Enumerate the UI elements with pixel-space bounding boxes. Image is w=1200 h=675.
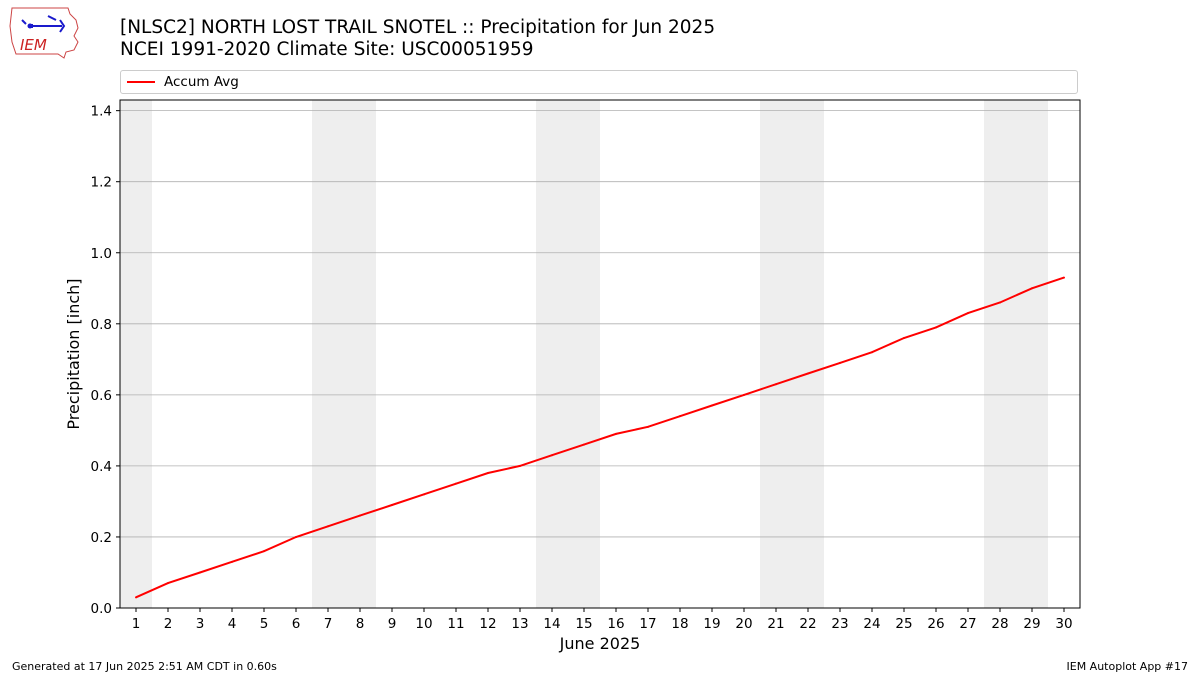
- y-tick-label-3: 0.6: [91, 388, 112, 404]
- data-point-0-10: [455, 482, 457, 485]
- chart-title: [NLSC2] NORTH LOST TRAIL SNOTEL :: Preci…: [120, 17, 716, 38]
- data-point-0-17: [679, 415, 681, 418]
- weekend-band-3: [760, 100, 824, 608]
- data-point-0-0: [135, 596, 137, 599]
- x-tick-label-0: 1: [132, 616, 141, 632]
- data-point-0-28: [1031, 287, 1033, 290]
- weekend-band-0: [120, 100, 152, 608]
- x-tick-label-3: 4: [228, 616, 237, 632]
- data-point-0-5: [295, 535, 297, 538]
- x-tick-label-2: 3: [196, 616, 205, 632]
- data-point-0-24: [903, 337, 905, 340]
- x-tick-label-1: 2: [164, 616, 173, 632]
- x-tick-label-29: 30: [1055, 616, 1072, 632]
- data-point-0-29: [1063, 276, 1065, 279]
- iem-logo: IEM: [9, 7, 79, 59]
- y-tick-label-7: 1.4: [91, 104, 112, 120]
- x-tick-label-14: 15: [575, 616, 592, 632]
- data-point-0-4: [263, 550, 265, 553]
- x-tick-label-4: 5: [260, 616, 269, 632]
- data-point-0-15: [615, 432, 617, 435]
- data-point-0-11: [487, 472, 489, 475]
- x-tick-label-13: 14: [543, 616, 560, 632]
- data-point-0-18: [711, 404, 713, 407]
- station-dot-icon: [27, 23, 33, 29]
- weekend-band-1: [312, 100, 376, 608]
- x-tick-label-24: 25: [895, 616, 912, 632]
- x-tick-label-16: 17: [639, 616, 656, 632]
- x-tick-label-9: 10: [415, 616, 432, 632]
- data-point-0-21: [807, 372, 809, 375]
- plot-frame: [119, 99, 1081, 609]
- data-point-0-19: [743, 393, 745, 396]
- x-tick-label-6: 7: [324, 616, 333, 632]
- y-tick-label-4: 0.8: [91, 317, 112, 333]
- data-point-0-1: [167, 582, 169, 585]
- chart-subtitle: NCEI 1991-2020 Climate Site: USC00051959: [120, 39, 534, 60]
- legend-label-accum-avg: Accum Avg: [164, 74, 239, 90]
- x-tick-label-23: 24: [863, 616, 880, 632]
- data-point-0-2: [199, 571, 201, 574]
- data-point-0-3: [231, 560, 233, 563]
- data-point-0-13: [551, 454, 553, 457]
- data-point-0-9: [423, 493, 425, 496]
- data-point-0-26: [967, 312, 969, 315]
- footer-app: IEM Autoplot App #17: [1066, 660, 1189, 673]
- y-tick-label-0: 0.0: [91, 601, 112, 617]
- x-tick-label-28: 29: [1023, 616, 1040, 632]
- y-tick-label-5: 1.0: [91, 246, 112, 262]
- x-tick-label-22: 23: [831, 616, 848, 632]
- legend-swatch-accum-avg: [127, 81, 155, 83]
- data-point-0-16: [647, 425, 649, 428]
- x-tick-label-10: 11: [447, 616, 464, 632]
- data-point-0-14: [583, 443, 585, 446]
- iowa-outline-icon: [9, 7, 79, 59]
- data-point-0-8: [391, 503, 393, 506]
- footer-generated: Generated at 17 Jun 2025 2:51 AM CDT in …: [12, 660, 277, 673]
- y-tick-label-2: 0.4: [91, 459, 112, 475]
- data-point-0-25: [935, 326, 937, 329]
- data-point-0-23: [871, 351, 873, 354]
- data-point-0-27: [999, 301, 1001, 304]
- x-tick-label-5: 6: [292, 616, 301, 632]
- data-point-0-7: [359, 514, 361, 517]
- x-tick-label-12: 13: [511, 616, 528, 632]
- x-tick-label-11: 12: [479, 616, 496, 632]
- data-point-0-6: [327, 525, 329, 528]
- x-tick-label-8: 9: [388, 616, 397, 632]
- data-point-0-20: [775, 383, 777, 386]
- x-tick-label-19: 20: [735, 616, 752, 632]
- x-tick-label-17: 18: [671, 616, 688, 632]
- y-tick-label-1: 0.2: [91, 530, 112, 546]
- logo-text: IEM: [20, 36, 47, 54]
- weekend-band-2: [536, 100, 600, 608]
- x-tick-label-21: 22: [799, 616, 816, 632]
- x-tick-label-15: 16: [607, 616, 624, 632]
- x-tick-label-25: 26: [927, 616, 944, 632]
- x-tick-label-26: 27: [959, 616, 976, 632]
- y-tick-label-6: 1.2: [91, 175, 112, 191]
- series-line-0: [135, 276, 1065, 599]
- data-point-0-22: [839, 361, 841, 364]
- weekend-band-4: [984, 100, 1048, 608]
- legend: Accum Avg: [120, 70, 1078, 94]
- y-axis-label: Precipitation [inch]: [64, 278, 83, 429]
- x-tick-label-18: 19: [703, 616, 720, 632]
- x-tick-label-7: 8: [356, 616, 365, 632]
- data-point-0-12: [519, 464, 521, 467]
- weather-station-icon: [21, 15, 66, 33]
- x-axis-label: June 2025: [559, 634, 641, 653]
- x-tick-label-20: 21: [767, 616, 784, 632]
- x-tick-label-27: 28: [991, 616, 1008, 632]
